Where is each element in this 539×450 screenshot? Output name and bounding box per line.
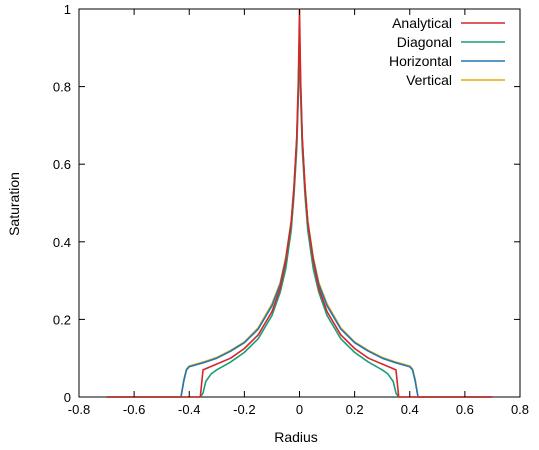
x-axis-title: Radius (274, 429, 318, 445)
y-axis-title: Saturation (6, 172, 22, 236)
y-tick-label: 0.4 (53, 235, 71, 250)
x-tick-label: 0.6 (456, 402, 474, 417)
legend-label-horizontal: Horizontal (389, 53, 452, 69)
x-tick-label: -0.2 (233, 402, 255, 417)
y-tick-label: 1 (64, 2, 71, 17)
x-tick-label: -0.8 (68, 402, 90, 417)
x-tick-label: -0.6 (123, 402, 145, 417)
x-tick-label: 0 (296, 402, 303, 417)
x-tick-label: -0.4 (178, 402, 200, 417)
x-tick-label: 0.2 (346, 402, 364, 417)
legend-label-vertical: Vertical (406, 72, 452, 88)
y-tick-label: 0.2 (53, 312, 71, 327)
series-line-diagonal (106, 35, 493, 398)
y-tick-label: 0.8 (53, 80, 71, 95)
x-tick-label: 0.8 (511, 402, 529, 417)
legend-label-analytical: Analytical (392, 15, 452, 31)
y-tick-label: 0.6 (53, 157, 71, 172)
y-tick-label: 0 (64, 390, 71, 405)
x-tick-label: 0.4 (401, 402, 419, 417)
legend-label-diagonal: Diagonal (397, 34, 452, 50)
